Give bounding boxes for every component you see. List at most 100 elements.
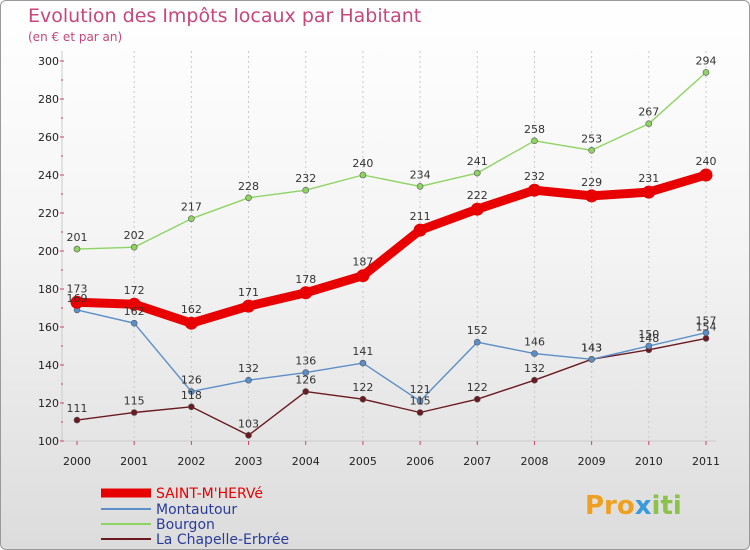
- data-label: 228: [238, 180, 259, 193]
- data-point: [473, 395, 481, 403]
- data-point: [188, 215, 195, 222]
- data-label: 267: [638, 106, 659, 119]
- data-label: 162: [181, 303, 202, 316]
- x-tick-label: 2010: [635, 455, 663, 468]
- data-label: 171: [238, 286, 259, 299]
- data-point: [130, 409, 138, 416]
- y-tick-label: 300: [38, 55, 59, 68]
- data-point: [588, 147, 595, 154]
- data-label: 154: [696, 320, 717, 333]
- data-label: 240: [352, 157, 373, 170]
- data-point: [527, 183, 541, 197]
- data-label: 122: [467, 381, 488, 394]
- data-label: 211: [410, 210, 431, 223]
- data-point: [642, 185, 656, 199]
- data-label: 143: [581, 341, 602, 354]
- data-label: 222: [467, 189, 488, 202]
- data-point: [702, 335, 710, 342]
- data-point: [188, 403, 195, 411]
- data-label: 173: [67, 282, 88, 295]
- data-label: 148: [638, 332, 659, 345]
- data-label: 229: [581, 176, 602, 189]
- data-point: [70, 295, 84, 309]
- data-label: 115: [124, 395, 145, 408]
- data-label: 232: [524, 170, 545, 183]
- data-point: [302, 369, 310, 376]
- data-point: [416, 397, 424, 405]
- data-point: [356, 269, 370, 283]
- data-point: [531, 137, 538, 145]
- x-tick-label: 2004: [292, 455, 320, 468]
- data-label: 132: [524, 362, 545, 375]
- data-label: 253: [581, 132, 602, 145]
- x-tick-label: 2009: [578, 455, 606, 468]
- data-point: [473, 338, 481, 346]
- x-tick-label: 2011: [692, 455, 720, 468]
- x-tick-label: 2006: [406, 455, 434, 468]
- data-label: 258: [524, 123, 545, 136]
- x-tick-label: 2003: [235, 455, 263, 468]
- data-point: [585, 189, 599, 203]
- series-line: [76, 309, 707, 402]
- data-point: [73, 245, 81, 253]
- data-label: 169: [67, 292, 88, 305]
- data-label: 232: [295, 172, 316, 185]
- data-label: 172: [124, 284, 145, 297]
- series-line: [76, 170, 708, 328]
- data-label: 201: [67, 231, 88, 244]
- data-label: 152: [467, 324, 488, 337]
- data-point: [127, 297, 141, 311]
- data-label: 143: [581, 341, 602, 354]
- data-label: 103: [238, 417, 259, 430]
- proxiti-logo: Proxiti: [585, 491, 682, 521]
- data-label: 240: [696, 155, 717, 168]
- data-point: [588, 355, 595, 363]
- x-tick-label: 2007: [463, 455, 491, 468]
- data-point: [413, 223, 427, 237]
- data-label: 241: [467, 155, 488, 168]
- y-tick-label: 280: [38, 93, 59, 106]
- data-point: [699, 168, 713, 182]
- data-label: 146: [524, 336, 545, 349]
- data-point: [184, 316, 198, 330]
- data-point: [302, 186, 310, 194]
- data-label: 121: [410, 383, 431, 396]
- data-label: 150: [638, 328, 659, 341]
- data-label: 234: [410, 168, 431, 181]
- data-point: [245, 376, 252, 384]
- data-label: 162: [124, 305, 145, 318]
- data-label: 157: [696, 315, 717, 328]
- y-tick-label: 100: [38, 435, 59, 448]
- legend-label: Montautour: [156, 502, 237, 518]
- y-tick-label: 120: [38, 397, 59, 410]
- data-point: [73, 416, 81, 424]
- chart-subtitle: (en € et par an): [28, 30, 123, 44]
- y-tick-label: 240: [38, 169, 59, 182]
- x-tick-label: 2000: [63, 455, 91, 468]
- x-tick-label: 2008: [520, 455, 548, 468]
- chart-title: Evolution des Impôts locaux par Habitant: [28, 5, 422, 27]
- data-point: [416, 409, 424, 416]
- data-point: [245, 431, 252, 439]
- data-point: [645, 120, 653, 127]
- y-tick-label: 260: [38, 131, 59, 144]
- data-point: [359, 395, 367, 403]
- legend-label: La Chapelle-Erbrée: [156, 532, 289, 548]
- data-label: 141: [352, 345, 373, 358]
- y-tick-label: 220: [38, 207, 59, 220]
- y-tick-label: 200: [38, 245, 59, 258]
- x-tick-label: 2001: [120, 455, 148, 468]
- data-point: [188, 388, 195, 395]
- data-point: [242, 299, 256, 313]
- data-label: 217: [181, 201, 202, 214]
- data-point: [359, 171, 367, 179]
- data-point: [299, 286, 313, 300]
- data-point: [416, 183, 424, 190]
- data-label: 187: [352, 256, 373, 269]
- data-point: [130, 319, 138, 327]
- data-label: 231: [638, 172, 659, 185]
- data-label: 118: [181, 389, 202, 402]
- y-tick-label: 140: [38, 359, 59, 372]
